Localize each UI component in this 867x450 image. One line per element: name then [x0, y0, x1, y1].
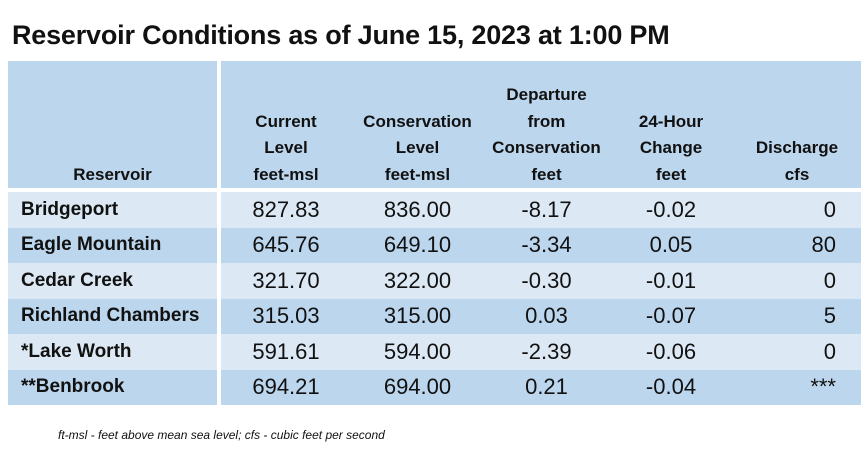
- table-row: Richland Chambers 315.03 315.00 0.03 -0.…: [8, 298, 861, 334]
- change-value: -0.06: [609, 334, 733, 370]
- change-value: -0.01: [609, 263, 733, 299]
- conservation-level: 836.00: [351, 188, 484, 228]
- header-line: Current: [255, 111, 317, 131]
- change-value: -0.02: [609, 188, 733, 228]
- discharge-value: 0: [733, 263, 861, 299]
- header-line: from: [527, 111, 566, 131]
- conservation-level: 594.00: [351, 334, 484, 370]
- header-line: Reservoir: [73, 164, 152, 184]
- header-line: Conservation: [492, 138, 601, 157]
- current-level: 694.21: [221, 369, 351, 405]
- reservoir-name: Richland Chambers: [8, 298, 221, 334]
- header-line: feet-msl: [253, 164, 319, 184]
- conservation-level: 322.00: [351, 263, 484, 299]
- header-conservation-level: Conservation Level feet-msl: [351, 61, 484, 188]
- departure-value: -2.39: [484, 334, 609, 370]
- header-line: Discharge: [755, 138, 839, 157]
- header-24-hour-change: 24-Hour Change feet: [609, 61, 733, 188]
- current-level: 315.03: [221, 298, 351, 334]
- discharge-value: 80: [733, 227, 861, 263]
- header-line: feet: [655, 164, 687, 184]
- header-line: feet-msl: [384, 164, 451, 184]
- table-row: Eagle Mountain 645.76 649.10 -3.34 0.05 …: [8, 227, 861, 263]
- current-level: 321.70: [221, 263, 351, 299]
- departure-value: 0.21: [484, 369, 609, 405]
- header-row: Reservoir Current Level feet-msl Conserv…: [8, 61, 861, 188]
- departure-value: -8.17: [484, 188, 609, 228]
- current-level: 645.76: [221, 227, 351, 263]
- footnote: ft-msl - feet above mean sea level; cfs …: [58, 428, 385, 442]
- reservoir-name: Eagle Mountain: [8, 227, 221, 263]
- conservation-level: 649.10: [351, 227, 484, 263]
- change-value: 0.05: [609, 227, 733, 263]
- departure-value: -3.34: [484, 227, 609, 263]
- discharge-value: 5: [733, 298, 861, 334]
- discharge-value: ***: [733, 369, 861, 405]
- reservoir-name: *Lake Worth: [8, 334, 221, 370]
- header-line: Level: [264, 138, 308, 157]
- table-row: Cedar Creek 321.70 322.00 -0.30 -0.01 0: [8, 263, 861, 299]
- departure-value: -0.30: [484, 263, 609, 299]
- current-level: 591.61: [221, 334, 351, 370]
- page-title: Reservoir Conditions as of June 15, 2023…: [12, 20, 670, 50]
- header-line: cfs: [784, 164, 810, 184]
- reservoir-name: Bridgeport: [8, 188, 221, 228]
- discharge-value: 0: [733, 334, 861, 370]
- header-departure: Departure from Conservation feet: [484, 61, 609, 188]
- header-current-level: Current Level feet-msl: [221, 61, 351, 188]
- departure-value: 0.03: [484, 298, 609, 334]
- header-line: feet: [531, 164, 562, 184]
- discharge-value: 0: [733, 188, 861, 228]
- reservoir-name: **Benbrook: [8, 369, 221, 405]
- header-discharge: Discharge cfs: [733, 61, 861, 188]
- change-value: -0.04: [609, 369, 733, 405]
- table-row: **Benbrook 694.21 694.00 0.21 -0.04 ***: [8, 369, 861, 405]
- header-line: Level: [395, 138, 440, 157]
- header-line: Conservation: [363, 111, 472, 131]
- conservation-level: 315.00: [351, 298, 484, 334]
- table-row: Bridgeport 827.83 836.00 -8.17 -0.02 0: [8, 188, 861, 228]
- change-value: -0.07: [609, 298, 733, 334]
- current-level: 827.83: [221, 188, 351, 228]
- header-reservoir: Reservoir: [8, 61, 221, 188]
- reservoir-table: Reservoir Current Level feet-msl Conserv…: [8, 61, 861, 405]
- reservoir-name: Cedar Creek: [8, 263, 221, 299]
- header-line: 24-Hour: [638, 111, 704, 131]
- table-row: *Lake Worth 591.61 594.00 -2.39 -0.06 0: [8, 334, 861, 370]
- header-line: Change: [639, 138, 703, 157]
- conservation-level: 694.00: [351, 369, 484, 405]
- header-line: Departure: [506, 85, 587, 104]
